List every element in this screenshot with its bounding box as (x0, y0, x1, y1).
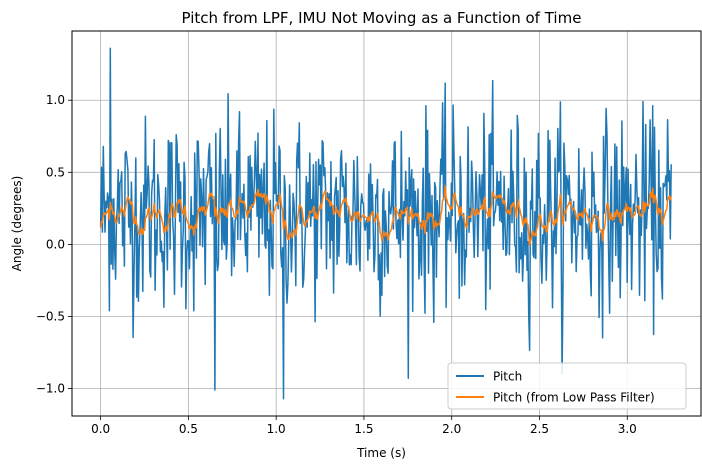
x-tick-label: 0.5 (179, 422, 198, 436)
legend-label-lpf: Pitch (from Low Pass Filter) (493, 391, 655, 405)
series-line-pitch (99, 47, 672, 400)
legend-label-pitch: Pitch (493, 370, 522, 384)
data-series (99, 47, 672, 400)
legend: Pitch Pitch (from Low Pass Filter) (447, 362, 687, 410)
y-tick-label: 1.0 (46, 93, 65, 107)
legend-box (447, 362, 687, 410)
y-tick-label: −1.0 (36, 382, 65, 396)
y-tick-label: 0.5 (46, 165, 65, 179)
x-tick-label: 2.0 (442, 422, 461, 436)
y-tick-label: 0.0 (46, 237, 65, 251)
plot-frame (71, 30, 702, 417)
axis-ticks: 0.0 0.5 1.0 1.5 2.0 2.5 3.0 −1.0 −0.5 0.0 0.5 1.0 (36, 93, 637, 436)
x-tick-label: 0.0 (91, 422, 110, 436)
y-tick-label: −0.5 (36, 310, 65, 324)
x-tick-label: 1.0 (267, 422, 286, 436)
x-tick-label: 1.5 (354, 422, 373, 436)
x-tick-label: 2.5 (530, 422, 549, 436)
series-line-pitch-lpf (99, 185, 672, 247)
y-axis-label: Angle (degrees) (10, 176, 24, 272)
chart-title: Pitch from LPF, IMU Not Moving as a Func… (182, 9, 582, 27)
x-tick-label: 3.0 (618, 422, 637, 436)
x-axis-label: Time (s) (356, 446, 406, 460)
